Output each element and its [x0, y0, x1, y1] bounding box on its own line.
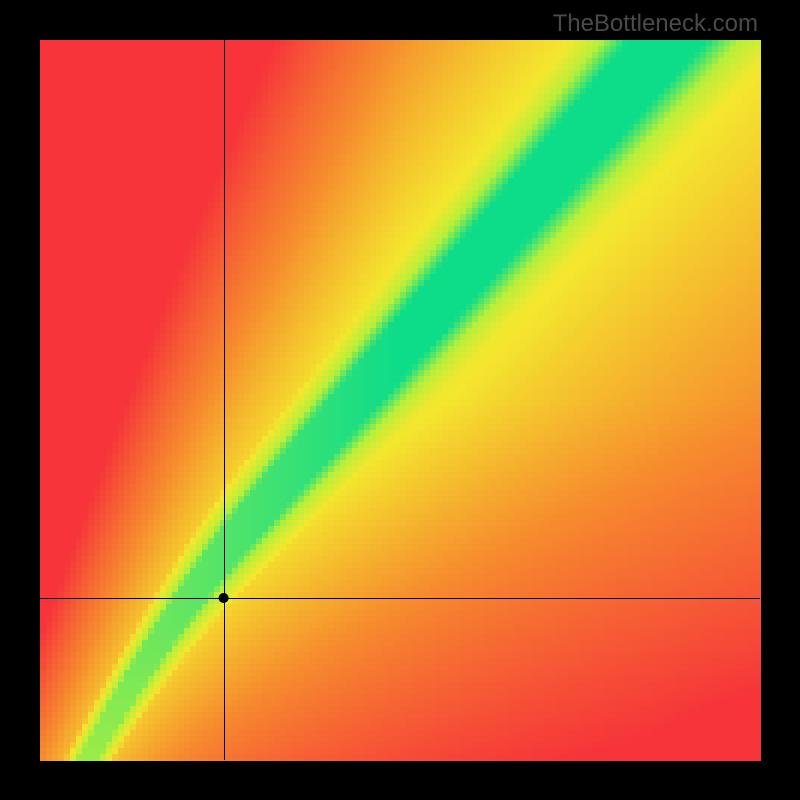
watermark-text: TheBottleneck.com — [553, 10, 758, 38]
bottleneck-heatmap — [0, 0, 800, 800]
chart-container: TheBottleneck.com — [0, 0, 800, 800]
